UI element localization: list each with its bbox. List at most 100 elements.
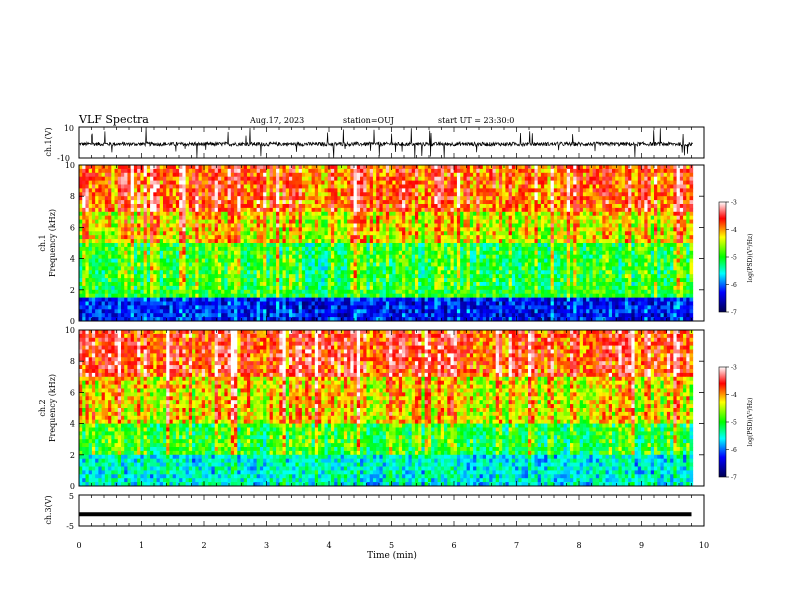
spectrogram-cell [473, 215, 477, 220]
spectrogram-cell [505, 231, 510, 236]
spectrogram-cell [156, 231, 161, 236]
spectrogram-cell [653, 250, 658, 256]
spectrogram-cell [550, 223, 555, 228]
spectrogram-cell [250, 254, 254, 259]
spectrogram-cell [133, 172, 138, 178]
spectrogram-cell [540, 223, 545, 228]
spectrogram-cell [408, 165, 413, 170]
spectrogram-cell [427, 168, 432, 174]
spectrogram-cell [169, 204, 174, 209]
spectrogram-cell [82, 192, 86, 197]
spectrogram-cell [117, 207, 122, 213]
spectrogram-cell [592, 246, 597, 252]
spectrogram-cell [489, 204, 493, 209]
spectrogram-cell [563, 207, 568, 213]
spectrogram-cell [414, 243, 419, 248]
spectrogram-cell [321, 196, 325, 201]
spectrogram-cell [356, 211, 361, 217]
spectrogram-cell [482, 215, 487, 220]
spectrogram-cell [114, 254, 119, 259]
spectrogram-cell [172, 184, 177, 189]
spectrogram-cell [156, 196, 161, 201]
spectrogram-cell [637, 219, 642, 224]
spectrogram-cell [224, 207, 228, 213]
spectrogram-cell [624, 262, 629, 267]
spectrogram-cell [179, 192, 183, 197]
spectrogram-cell [234, 168, 238, 174]
spectrogram-cell [108, 254, 112, 259]
spectrogram-cell [631, 196, 636, 201]
spectrogram-cell [550, 215, 555, 220]
spectrogram-cell [276, 231, 280, 236]
spectrogram-cell [498, 184, 503, 189]
spectrogram-cell [127, 176, 132, 181]
spectrogram-cell [553, 168, 558, 174]
spectrogram-cell [392, 165, 396, 170]
spectrogram-cell [411, 243, 416, 248]
spectrogram-cell [553, 262, 558, 267]
spectrogram-cell [402, 168, 406, 174]
spectrogram-cell [175, 266, 180, 271]
spectrogram-cell [153, 176, 157, 181]
spectrogram-cell [528, 235, 532, 240]
spectrogram-cell [560, 235, 564, 240]
spectrogram-cell [657, 180, 661, 185]
spectrogram-cell [88, 184, 93, 189]
spectrogram-cell [414, 204, 419, 209]
spectrogram-cell [111, 188, 115, 193]
spectrogram-cell [534, 192, 539, 197]
spectrogram-cell [372, 258, 377, 263]
spectrogram-cell [463, 180, 468, 185]
spectrogram-cell [521, 250, 526, 256]
spectrogram-cell [269, 172, 274, 178]
spectrogram-cell [117, 243, 122, 248]
spectrogram-cell [347, 196, 351, 201]
spectrogram-cell [563, 196, 568, 201]
spectrogram-cell [311, 165, 316, 170]
spectrogram-cell [117, 227, 122, 232]
spectrogram-cell [453, 176, 458, 181]
spectrogram-cell [82, 215, 86, 220]
spectrogram-cell [679, 246, 684, 252]
spectrogram-cell [405, 180, 409, 185]
spectrogram-cell [395, 204, 400, 209]
spectrogram-cell [466, 227, 471, 232]
spectrogram-cell [276, 258, 280, 263]
spectrogram-cell [318, 184, 322, 189]
spectrogram-cell [392, 227, 396, 232]
spectrogram-cell [98, 180, 103, 185]
spectrogram-cell [476, 176, 480, 181]
spectrogram-cell [540, 172, 545, 178]
spectrogram-cell [418, 231, 422, 236]
spectrogram-cell [79, 172, 83, 178]
spectrogram-cell [660, 235, 665, 240]
spectrogram-cell [605, 192, 610, 197]
spectrogram-cell [288, 239, 293, 244]
spectrogram-cell [88, 266, 93, 271]
spectrogram-cell [376, 223, 380, 228]
spectrogram-cell [101, 192, 106, 197]
spectrogram-cell [250, 250, 254, 256]
spectrogram-cell [624, 231, 629, 236]
spectrogram-cell [660, 204, 665, 209]
spectrogram-cell [146, 211, 151, 217]
spectrogram-cell [321, 246, 325, 252]
spectrogram-cell [104, 262, 109, 267]
spectrogram-cell [621, 192, 626, 197]
spectrogram-cell [624, 223, 629, 228]
spectrogram-cell [356, 243, 361, 248]
spectrogram-cell [330, 262, 335, 267]
spectrogram-cell [450, 219, 455, 224]
spectrogram-cell [156, 165, 161, 170]
spectrogram-cell [79, 215, 83, 220]
spectrogram-cell [85, 196, 90, 201]
spectrogram-cell [162, 262, 167, 267]
spectrogram-cell [201, 223, 206, 228]
spectrogram-cell [133, 227, 138, 232]
spectrogram-cell [676, 219, 681, 224]
spectrogram-cell [175, 168, 180, 174]
spectrogram-cell [198, 235, 203, 240]
spectrogram-cell [411, 239, 416, 244]
spectrogram-cell [282, 239, 287, 244]
spectrogram-cell [631, 250, 636, 256]
